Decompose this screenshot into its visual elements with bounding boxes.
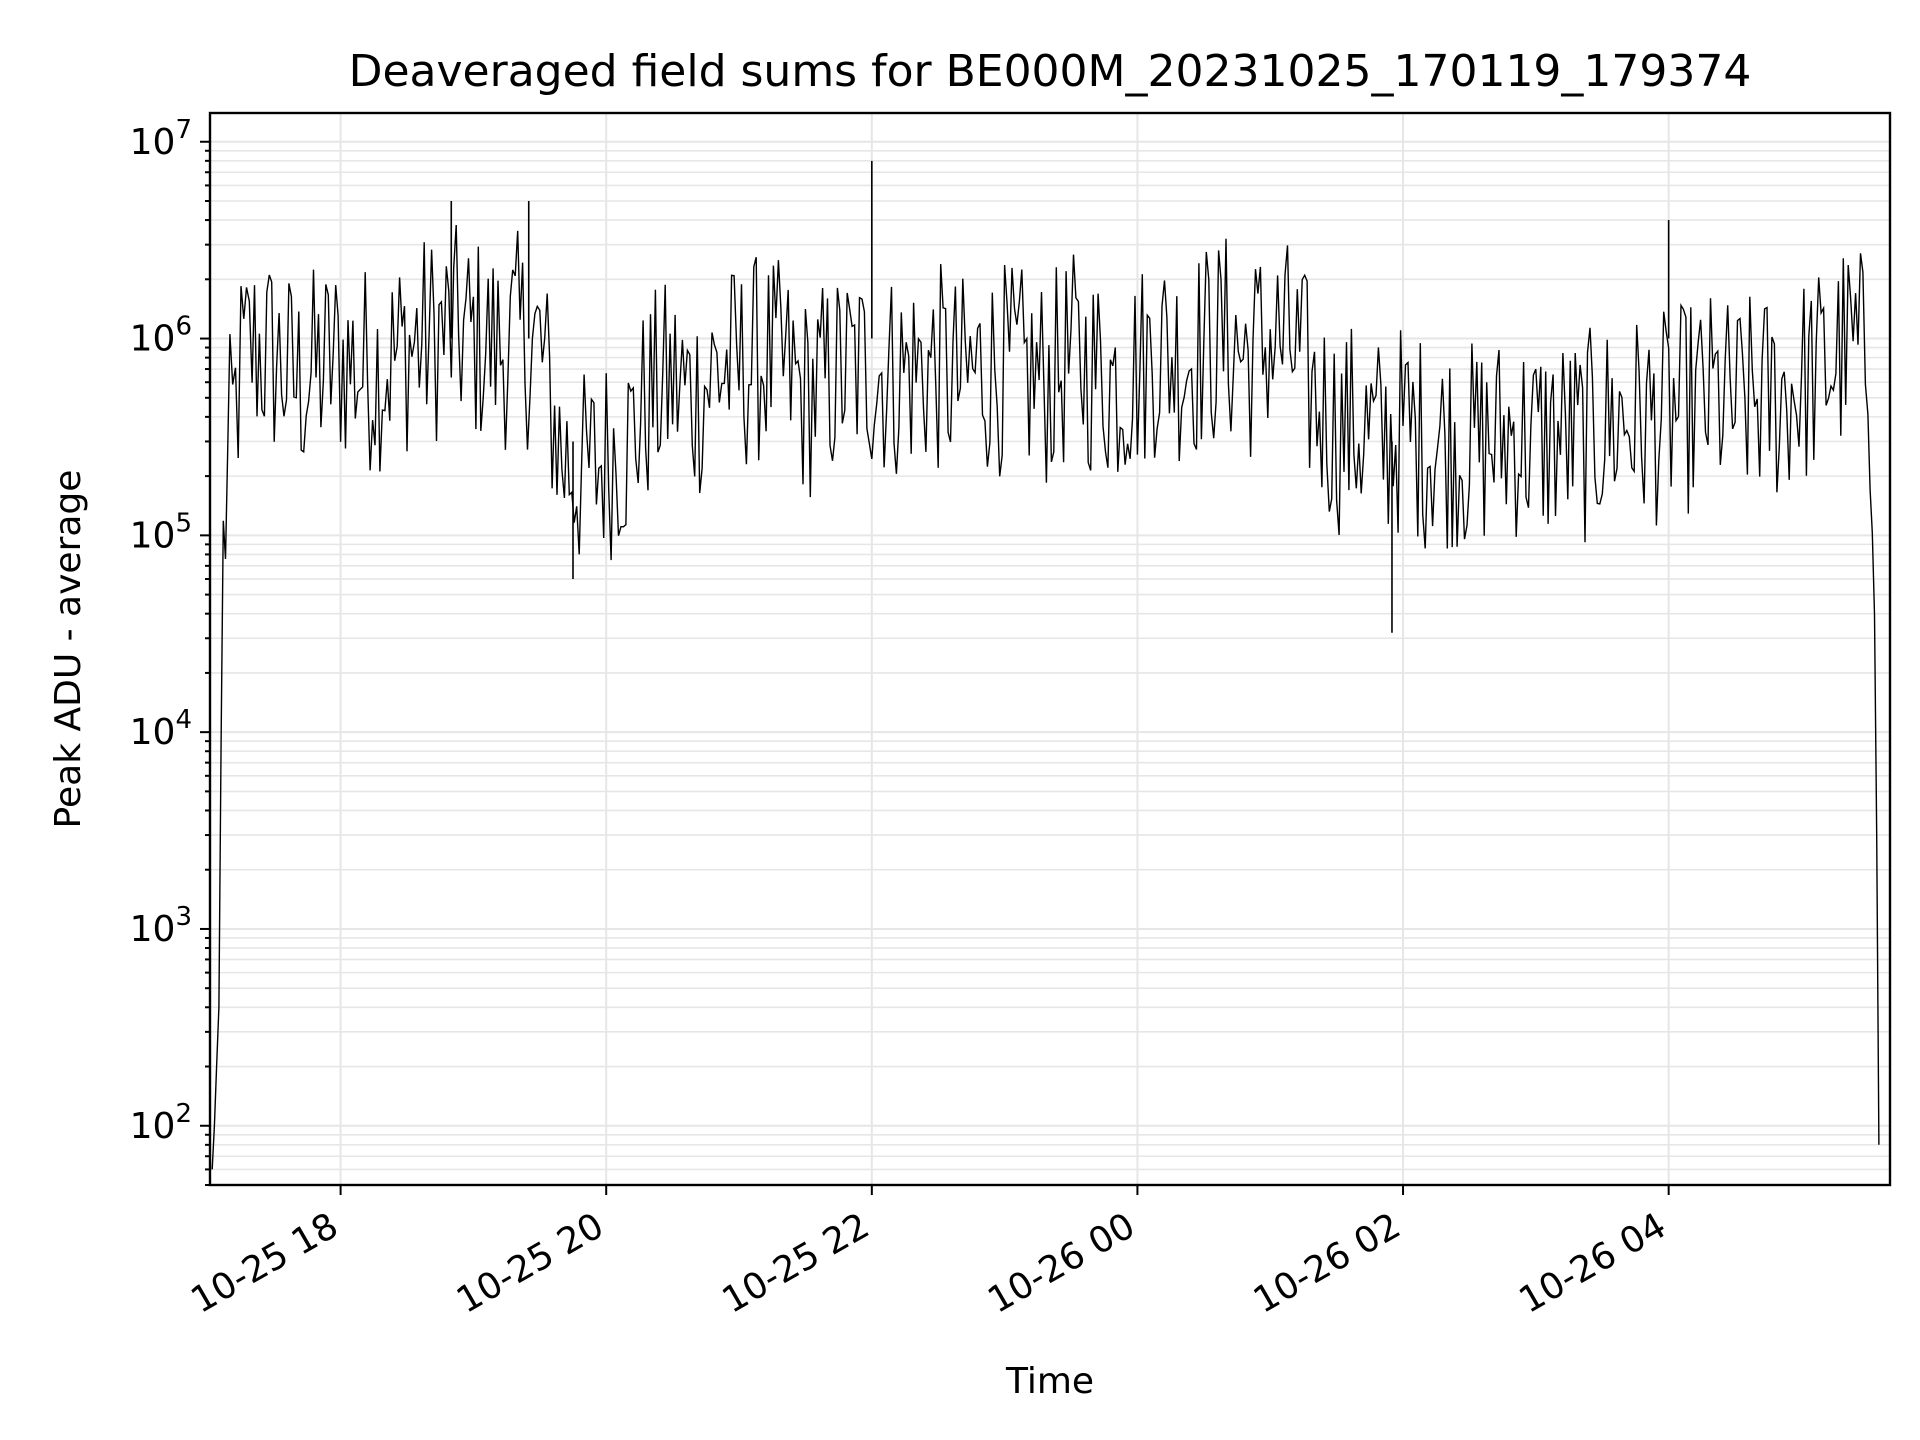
y-tick-label: 103 bbox=[130, 902, 192, 950]
x-axis-title: Time bbox=[1005, 1361, 1094, 1402]
y-axis-title: Peak ADU - average bbox=[48, 470, 89, 829]
y-tick-exponent: 5 bbox=[175, 508, 192, 538]
y-tick-base: 10 bbox=[130, 515, 176, 556]
y-tick-exponent: 2 bbox=[175, 1099, 192, 1129]
y-tick-base: 10 bbox=[130, 909, 176, 950]
y-tick-label: 106 bbox=[130, 312, 192, 360]
y-tick-base: 10 bbox=[130, 319, 176, 360]
plot-frame bbox=[208, 111, 1892, 1187]
y-tick-label: 105 bbox=[130, 508, 192, 556]
y-tick-base: 10 bbox=[130, 122, 176, 163]
series-layer bbox=[211, 160, 1880, 1170]
y-tick-base: 10 bbox=[130, 712, 176, 753]
y-tick-exponent: 7 bbox=[175, 115, 192, 145]
y-tick-exponent: 3 bbox=[175, 902, 192, 932]
y-tick-exponent: 4 bbox=[175, 705, 192, 735]
y-tick-exponent: 6 bbox=[175, 312, 192, 342]
y-tick-label: 104 bbox=[130, 705, 192, 753]
y-tick-label: 107 bbox=[130, 115, 192, 163]
y-tick-label: 102 bbox=[130, 1099, 192, 1147]
y-tick-base: 10 bbox=[130, 1106, 176, 1147]
series-line bbox=[211, 224, 1880, 1170]
chart-title: Deaveraged field sums for BE000M_2023102… bbox=[349, 46, 1752, 97]
